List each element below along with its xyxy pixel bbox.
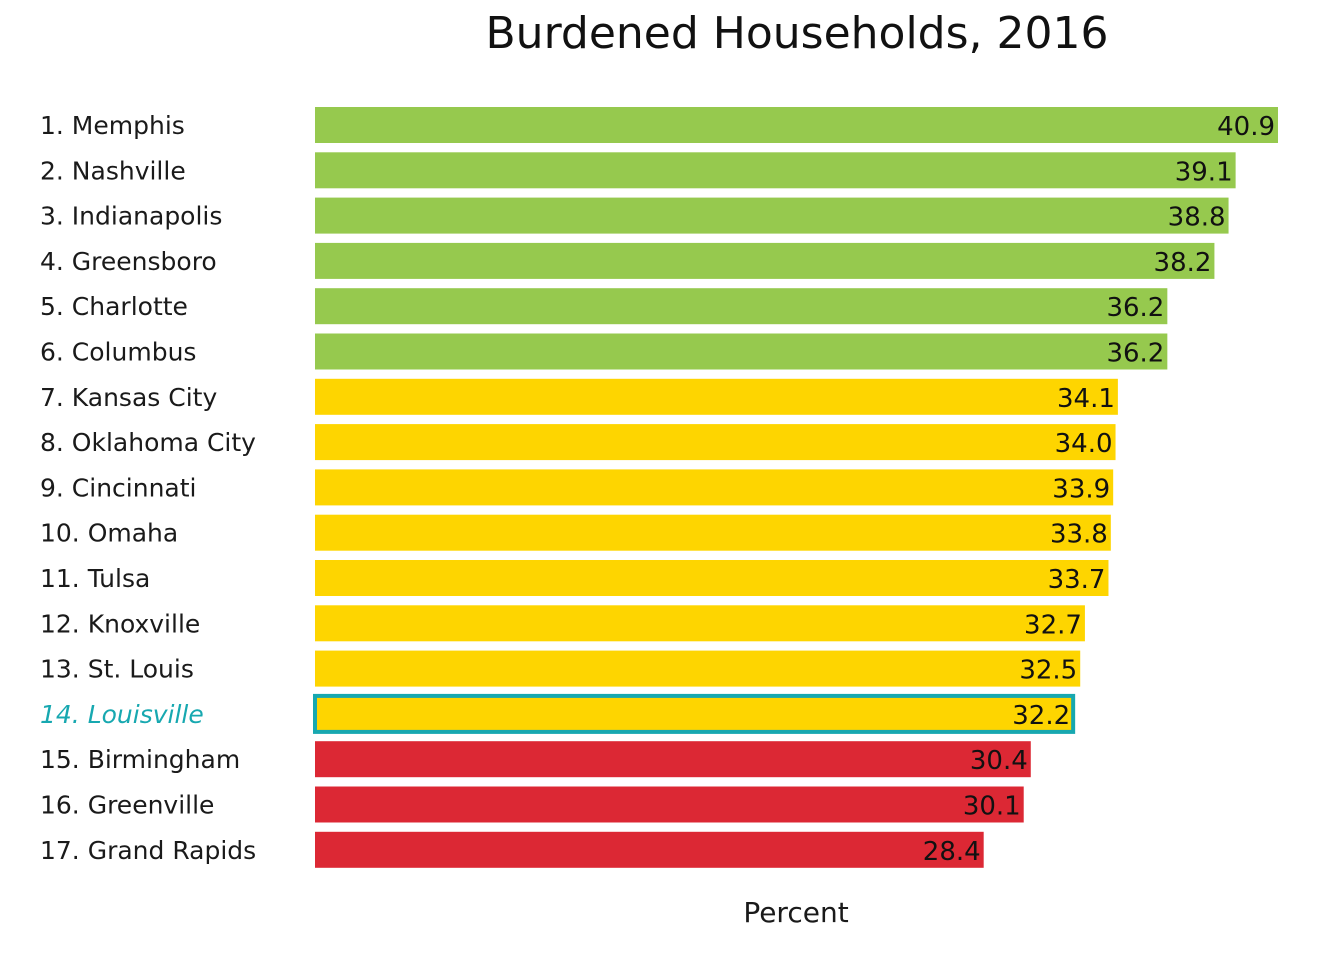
category-label: 7. Kansas City <box>40 383 217 412</box>
category-label: 13. St. Louis <box>40 655 194 684</box>
category-label: 2. Nashville <box>40 156 186 185</box>
category-label: 11. Tulsa <box>40 564 150 593</box>
category-label: 10. Omaha <box>40 519 178 548</box>
bar <box>315 107 1278 143</box>
bar <box>315 197 1229 234</box>
category-label: 3. Indianapolis <box>40 202 222 231</box>
chart-title: Burdened Households, 2016 <box>486 8 1109 59</box>
bar <box>315 424 1116 461</box>
value-label: 32.2 <box>1012 701 1070 731</box>
category-label: 12. Knoxville <box>40 609 200 638</box>
bar <box>315 288 1168 325</box>
bar <box>315 514 1111 551</box>
category-label: 8. Oklahoma City <box>40 428 256 457</box>
bar <box>315 650 1081 687</box>
value-label: 36.2 <box>1106 339 1164 369</box>
bar <box>315 152 1236 189</box>
value-label: 32.7 <box>1024 610 1082 640</box>
bar <box>315 378 1118 415</box>
value-label: 33.8 <box>1050 520 1108 550</box>
value-label: 38.2 <box>1154 248 1212 278</box>
value-label: 36.2 <box>1106 293 1164 323</box>
bar <box>313 693 1076 734</box>
bar <box>315 786 1024 823</box>
category-label: 15. Birmingham <box>40 745 240 774</box>
x-axis-label: Percent <box>743 896 848 929</box>
value-label: 33.7 <box>1048 565 1106 595</box>
value-label: 32.5 <box>1019 656 1077 686</box>
value-label: 38.8 <box>1168 203 1226 233</box>
value-label: 40.9 <box>1217 112 1275 142</box>
value-label: 28.4 <box>923 837 981 867</box>
category-label: 5. Charlotte <box>40 292 188 321</box>
category-label: 14. Louisville <box>40 700 204 729</box>
category-label: 9. Cincinnati <box>40 473 197 502</box>
value-labels: 40.9 39.1 38.8 38.2 36.2 36.2 34.1 34.0 33.9 33.8… <box>923 112 1275 867</box>
category-label: 1. Memphis <box>40 111 185 140</box>
bar <box>315 605 1085 642</box>
value-label: 34.0 <box>1055 429 1113 459</box>
category-label: 4. Greensboro <box>40 247 217 276</box>
bar-series <box>313 107 1278 868</box>
bar <box>315 242 1215 279</box>
category-label: 16. Greenville <box>40 791 214 820</box>
bar <box>315 469 1114 506</box>
value-label: 30.4 <box>970 746 1028 776</box>
value-label: 34.1 <box>1057 384 1115 414</box>
bar <box>315 741 1031 778</box>
value-label: 30.1 <box>963 792 1021 822</box>
bar <box>315 831 984 868</box>
bar <box>315 333 1168 370</box>
category-label: 17. Grand Rapids <box>40 836 256 865</box>
category-labels: 1. Memphis 2. Nashville 3. Indianapolis 4. … <box>40 111 256 865</box>
category-label: 6. Columbus <box>40 338 196 367</box>
value-label: 33.9 <box>1052 474 1110 504</box>
bar <box>315 560 1109 596</box>
value-label: 39.1 <box>1175 157 1233 187</box>
